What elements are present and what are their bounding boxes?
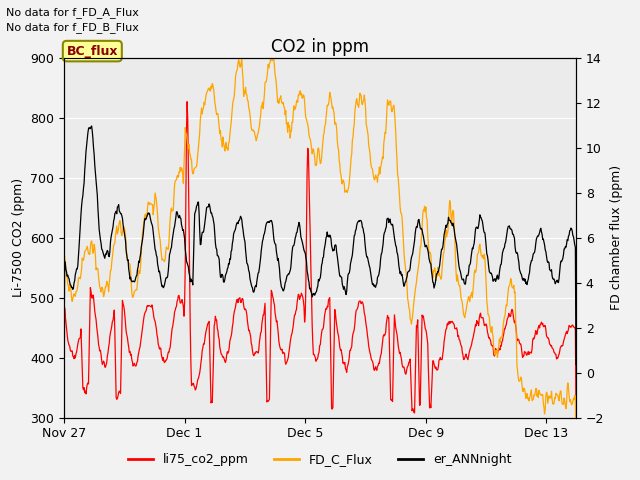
Text: No data for f_FD_A_Flux: No data for f_FD_A_Flux [6, 7, 140, 18]
Y-axis label: Li-7500 CO2 (ppm): Li-7500 CO2 (ppm) [12, 178, 25, 297]
Y-axis label: FD chamber flux (ppm): FD chamber flux (ppm) [610, 165, 623, 310]
Text: No data for f_FD_B_Flux: No data for f_FD_B_Flux [6, 22, 140, 33]
Legend: li75_co2_ppm, FD_C_Flux, er_ANNnight: li75_co2_ppm, FD_C_Flux, er_ANNnight [124, 448, 516, 471]
Text: BC_flux: BC_flux [67, 45, 118, 58]
Title: CO2 in ppm: CO2 in ppm [271, 38, 369, 56]
